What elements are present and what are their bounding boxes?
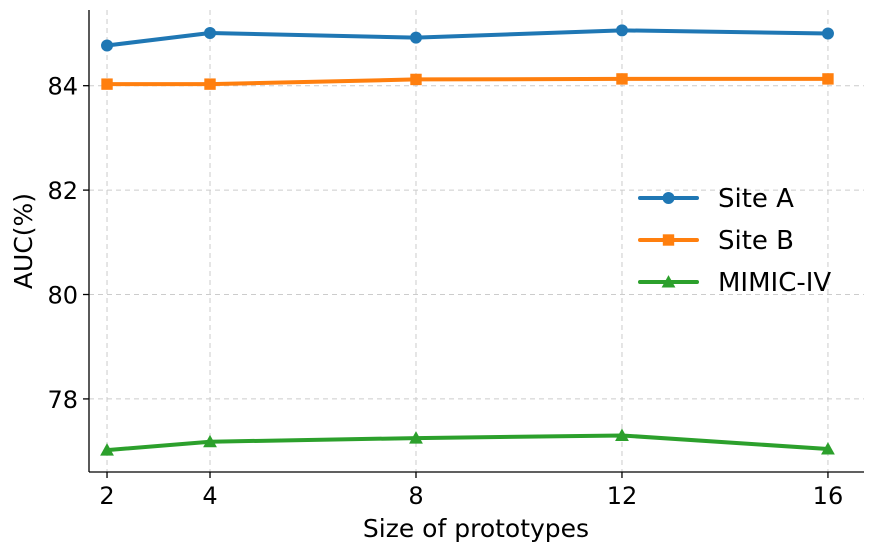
series-site-a (101, 24, 834, 52)
legend-label-site-b: Site B (718, 226, 794, 256)
data-point-mimic-iv (615, 428, 629, 441)
data-point-site-a (615, 24, 628, 37)
x-tick-label: 8 (408, 482, 423, 510)
data-point-site-a (204, 26, 217, 39)
data-point-site-a (821, 27, 834, 40)
data-point-mimic-iv (100, 443, 114, 456)
legend-label-site-a: Site A (718, 184, 794, 214)
y-tick-label: 82 (47, 177, 78, 205)
data-point-site-b (616, 73, 628, 85)
x-tick-label: 12 (607, 482, 638, 510)
legend-item-site-b: Site B (638, 226, 794, 256)
y-tick-label: 80 (47, 282, 78, 310)
series-mimic-iv (100, 428, 835, 456)
data-point-site-b (204, 78, 216, 90)
data-point-site-a (101, 39, 114, 52)
legend-marker-mimic-iv (661, 275, 676, 288)
series-layer (100, 24, 835, 456)
x-axis-title: Size of prototypes (363, 514, 589, 543)
x-tick-label: 4 (202, 482, 217, 510)
legend-item-mimic-iv: MIMIC-IV (638, 268, 831, 298)
x-tick-label: 16 (813, 482, 844, 510)
legend-marker-site-a (662, 192, 675, 204)
data-point-site-a (409, 31, 422, 44)
data-point-site-b (410, 73, 422, 86)
axes: 2 4 8 12 16 78 80 82 84 (47, 10, 864, 510)
x-tick-label: 2 (99, 482, 114, 510)
data-point-mimic-iv (203, 434, 217, 448)
legend: Site A Site B MIMIC-IV (638, 184, 831, 298)
y-tick-label: 78 (47, 386, 78, 414)
data-point-site-b (101, 78, 113, 90)
series-line-mimic-iv (105, 433, 830, 453)
data-point-mimic-iv (409, 431, 423, 444)
data-point-site-b (822, 73, 834, 85)
y-tick-label: 84 (47, 73, 78, 101)
y-axis-title: AUC(%) (9, 193, 38, 289)
legend-item-site-a: Site A (638, 184, 794, 214)
legend-marker-site-b (662, 234, 675, 246)
legend-label-mimic-iv: MIMIC-IV (718, 268, 831, 298)
data-point-mimic-iv (821, 442, 835, 455)
series-site-b (101, 73, 834, 90)
